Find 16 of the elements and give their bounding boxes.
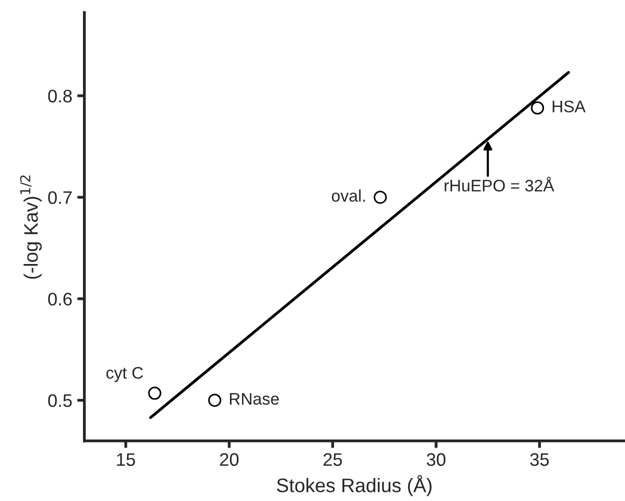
annotation: RNase [230,393,279,405]
x-tick-label: 20 [220,453,239,466]
y-tick-label: 0.5 [48,394,72,407]
y-tick-label: 0.6 [48,292,72,306]
x-tick-label: 35 [530,453,549,466]
annotation: rHuEPO = 32Å [444,176,554,192]
y-axis-title: (-log Kav)$^{1/2}$ [20,175,42,279]
x-tick-label: 15 [117,453,136,466]
x-axis-title: Stokes Radius (Å) [276,475,432,496]
x-tick-label: 25 [324,453,342,466]
annotation: HSA [552,100,586,112]
x-tick-label: 30 [426,453,446,466]
annotation: oval. [332,190,365,202]
annotation: cyt C [106,366,143,382]
y-tick-label: 0.7 [48,191,72,204]
y-tick-label: 0.8 [48,90,72,102]
